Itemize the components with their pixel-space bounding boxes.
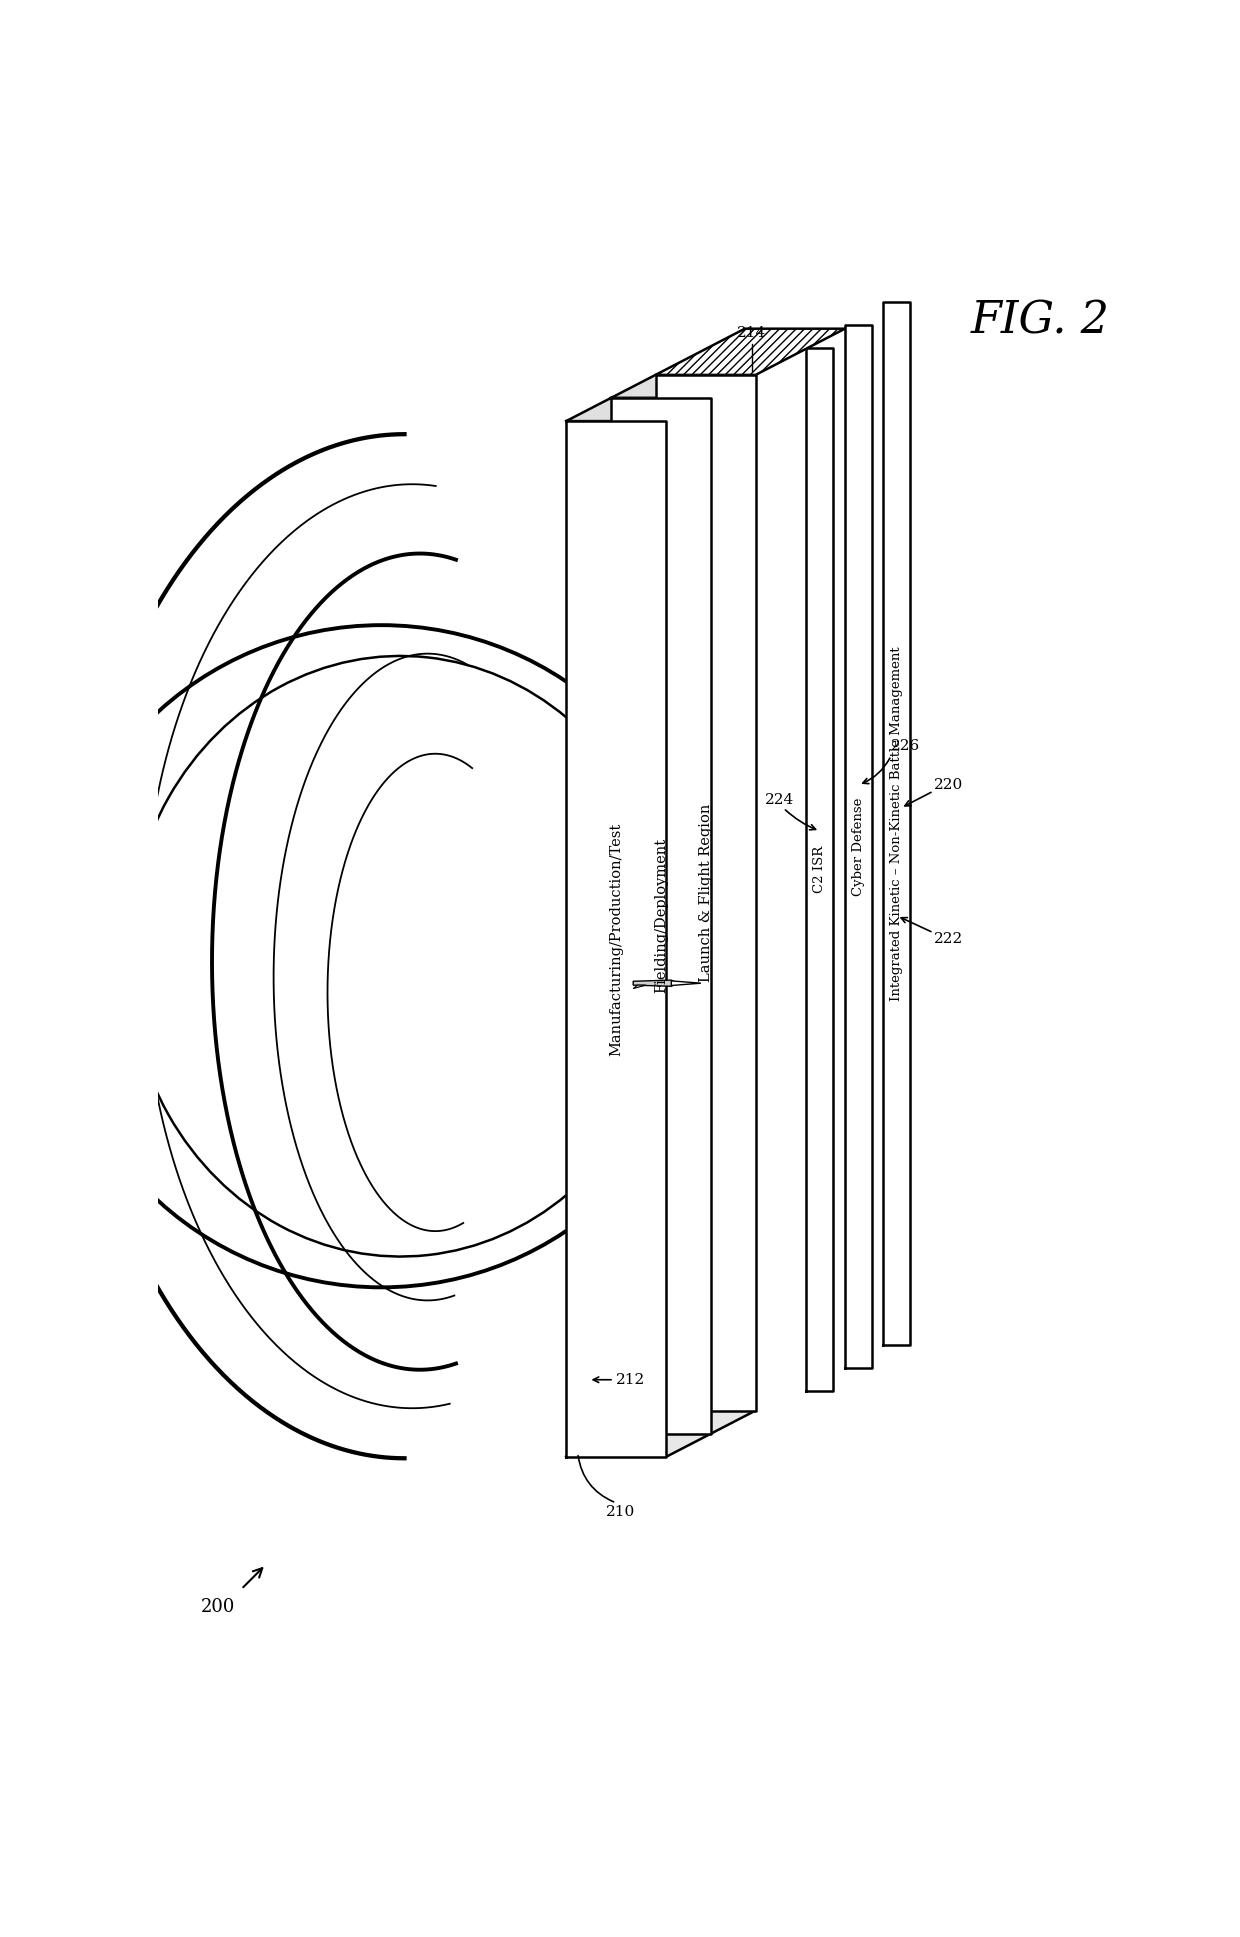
Polygon shape xyxy=(806,349,833,1391)
Polygon shape xyxy=(671,980,701,986)
Polygon shape xyxy=(611,397,711,1433)
Text: 226: 226 xyxy=(892,740,920,753)
Polygon shape xyxy=(611,1410,755,1433)
Text: 220: 220 xyxy=(934,779,962,792)
Polygon shape xyxy=(883,302,910,1344)
Polygon shape xyxy=(611,376,755,397)
Text: Cyber Defense: Cyber Defense xyxy=(852,798,866,895)
Text: 212: 212 xyxy=(616,1373,646,1387)
Polygon shape xyxy=(567,397,711,420)
Polygon shape xyxy=(634,980,677,986)
Text: Launch & Flight Region: Launch & Flight Region xyxy=(698,804,713,982)
Polygon shape xyxy=(634,986,646,988)
Polygon shape xyxy=(844,325,872,1368)
Text: Manufacturing/Production/Test: Manufacturing/Production/Test xyxy=(609,823,624,1056)
Text: Integrated Kinetic – Non-Kinetic Battle Management: Integrated Kinetic – Non-Kinetic Battle … xyxy=(890,647,904,1001)
Text: C2 ISR: C2 ISR xyxy=(813,846,826,893)
Text: 224: 224 xyxy=(765,794,794,808)
Text: 200: 200 xyxy=(201,1598,236,1615)
Polygon shape xyxy=(567,420,666,1457)
Text: Fielding/Deployment: Fielding/Deployment xyxy=(653,839,668,994)
Text: 214: 214 xyxy=(737,325,766,341)
Polygon shape xyxy=(567,1433,711,1457)
Polygon shape xyxy=(656,376,755,1410)
Text: 210: 210 xyxy=(605,1505,635,1519)
Polygon shape xyxy=(656,329,844,376)
Text: FIG. 2: FIG. 2 xyxy=(970,300,1110,343)
Text: 222: 222 xyxy=(934,932,962,945)
